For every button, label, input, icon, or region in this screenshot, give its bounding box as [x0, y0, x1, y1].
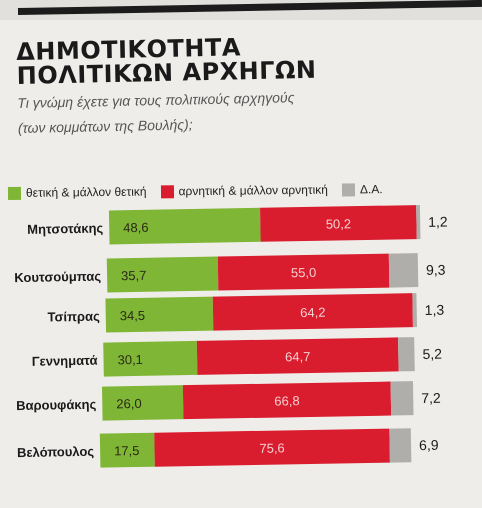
data-label-positive: 35,7 — [121, 268, 147, 283]
bar-segment-positive — [99, 432, 155, 468]
legend-swatch-positive — [7, 186, 22, 200]
data-label-dk: 1,3 — [425, 302, 445, 318]
data-label-dk: 6,9 — [419, 437, 439, 453]
bar-segment-negative — [217, 253, 390, 291]
data-label-negative: 64,7 — [285, 349, 311, 364]
chart-title-line2: ΠΟΛΙΤΙΚΩΝ ΑΡΧΗΓΩΝ — [16, 55, 317, 90]
bar-segment-positive — [103, 340, 198, 377]
bar-segment-positive — [106, 256, 219, 293]
chart-header: ΔΗΜΟΤΙΚΟΤΗΤΑ ΠΟΛΙΤΙΚΩΝ ΑΡΧΗΓΩΝ Τι γνώμη … — [16, 33, 318, 138]
category-label: Γεννηματά — [32, 353, 98, 369]
survey-question-line2: (των κομμάτων της Βουλής); — [17, 116, 193, 136]
data-label-dk: 5,2 — [422, 346, 442, 362]
bar-segment-positive — [105, 296, 214, 333]
bar-segment-dk — [416, 205, 421, 240]
data-label-positive: 17,5 — [114, 443, 140, 458]
chart-legend: θετική & μάλλον θετική αρνητική & μάλλον… — [7, 182, 397, 200]
bar-segment-dk — [390, 381, 414, 416]
legend-item-negative: αρνητική & μάλλον αρνητική — [160, 183, 328, 199]
bar-segment-positive — [101, 385, 184, 421]
bar-segment-dk — [412, 293, 418, 328]
bar-segment-negative — [182, 381, 392, 420]
legend-swatch-negative — [160, 184, 174, 198]
bar-segment-dk — [389, 428, 412, 463]
category-label: Βελόπουλος — [17, 444, 95, 460]
data-label-positive: 26,0 — [116, 396, 142, 411]
data-label-negative: 75,6 — [259, 440, 285, 455]
bar-segment-negative — [260, 205, 417, 242]
data-label-negative: 64,2 — [300, 305, 326, 320]
category-label: Τσίπρας — [47, 309, 100, 325]
legend-label-positive: θετική & μάλλον θετική — [25, 184, 147, 200]
stacked-bar-chart: Μητσοτάκης 48,6 50,2 1,2 Κουτσούμπας 35,7 55,0… — [14, 205, 448, 468]
legend-swatch-dk — [341, 182, 356, 197]
data-label-negative: 50,2 — [326, 216, 352, 231]
data-label-dk: 9,3 — [426, 262, 446, 278]
data-label-positive: 34,5 — [120, 308, 146, 323]
legend-item-dk: Δ.Α. — [341, 182, 383, 197]
category-label: Μητσοτάκης — [27, 221, 104, 237]
legend-label-dk: Δ.Α. — [359, 182, 383, 197]
data-label-dk: 7,2 — [421, 390, 441, 406]
data-label-negative: 55,0 — [291, 265, 317, 280]
bar-segment-positive — [108, 207, 261, 245]
category-label: Βαρουφάκης — [16, 397, 97, 413]
data-label-negative: 66,8 — [274, 393, 300, 408]
data-label-positive: 48,6 — [123, 220, 149, 235]
survey-question-line1: Τι γνώμη έχετε για τους πολιτικούς αρχηγ… — [17, 89, 295, 111]
bar-segment-dk — [388, 253, 419, 288]
data-label-positive: 30,1 — [117, 352, 143, 367]
bar-segment-negative — [196, 337, 399, 375]
bar-segment-negative — [212, 293, 413, 331]
bar-segment-dk — [398, 337, 415, 372]
bar-segment-negative — [154, 428, 390, 467]
category-label: Κουτσούμπας — [14, 269, 101, 286]
legend-label-negative: αρνητική & μάλλον αρνητική — [178, 182, 329, 199]
legend-item-positive: θετική & μάλλον θετική — [7, 184, 147, 200]
data-label-dk: 1,2 — [428, 214, 448, 230]
